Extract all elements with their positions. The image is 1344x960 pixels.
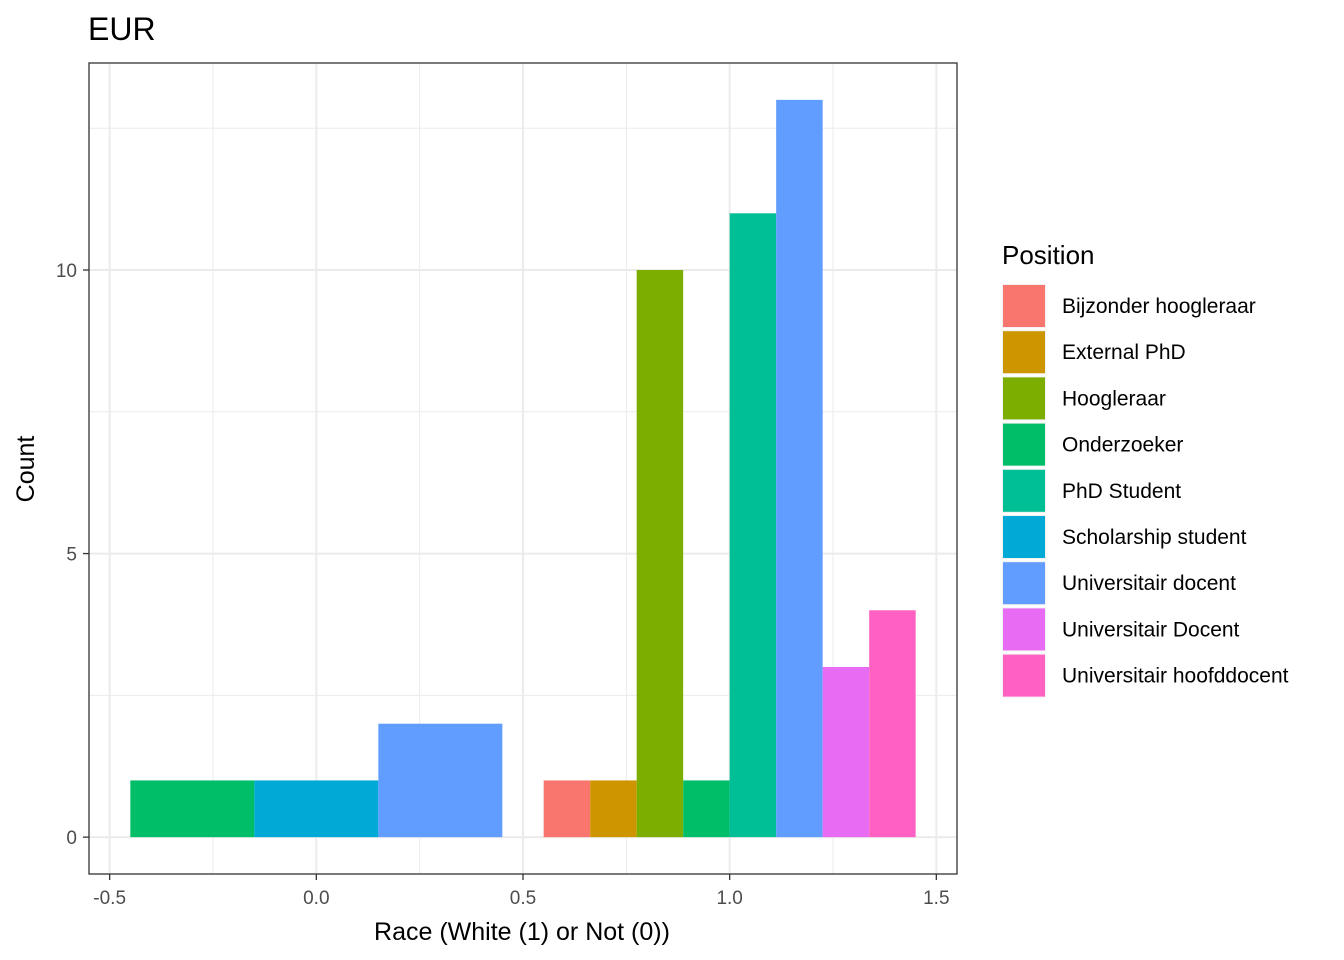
bar	[254, 780, 379, 838]
legend-key	[1003, 423, 1045, 466]
bar	[776, 99, 823, 838]
legend-key	[1003, 516, 1045, 558]
legend-label: Bijzonder hoogleraar	[1062, 295, 1256, 318]
x-tick-label: 0.5	[510, 888, 536, 909]
y-axis-title: Count	[12, 436, 40, 503]
chart-title: EUR	[88, 11, 156, 47]
legend-key	[1003, 469, 1045, 512]
x-tick-label: 1.0	[716, 888, 742, 909]
bars	[130, 99, 916, 838]
bar	[636, 270, 684, 838]
legend-label: External PhD	[1062, 341, 1186, 364]
y-tick-label: 0	[66, 828, 77, 849]
legend-label: Scholarship student	[1062, 526, 1247, 549]
legend-key	[1003, 608, 1045, 651]
x-axis: -0.5 0.0 0.5 1.0 1.5	[93, 874, 950, 909]
legend-label: PhD Student	[1062, 480, 1181, 503]
x-axis-title: Race (White (1) or Not (0))	[374, 918, 670, 946]
bar	[543, 780, 591, 838]
x-tick-label: 1.5	[923, 888, 949, 909]
bar	[729, 213, 777, 838]
x-tick-label: 0.0	[303, 888, 329, 909]
bar	[590, 780, 637, 838]
legend-label: Hoogleraar	[1062, 387, 1166, 410]
bar	[378, 723, 503, 838]
legend-key	[1003, 285, 1045, 327]
legend-label: Universitair Docent	[1062, 618, 1240, 641]
y-axis: 0 5 10	[56, 261, 89, 849]
y-tick-label: 5	[66, 545, 77, 566]
legend-key	[1003, 654, 1045, 697]
bar	[869, 610, 916, 838]
plot-area	[88, 62, 958, 875]
legend-key	[1003, 562, 1045, 605]
legend-key	[1003, 377, 1045, 420]
bar	[130, 780, 255, 838]
bar	[822, 666, 870, 838]
bar	[683, 780, 730, 838]
legend-label: Universitair hoofddocent	[1062, 665, 1289, 688]
x-tick-label: -0.5	[93, 888, 126, 909]
legend-label: Onderzoeker	[1062, 434, 1183, 457]
legend: Position Bijzonder hoogleraar External Ph…	[1002, 240, 1289, 698]
legend-items: Bijzonder hoogleraar External PhD Hooglera…	[1002, 284, 1289, 698]
legend-key	[1003, 331, 1045, 374]
legend-label: Universitair docent	[1062, 572, 1236, 595]
legend-title: Position	[1002, 240, 1095, 270]
y-tick-label: 10	[56, 261, 77, 282]
